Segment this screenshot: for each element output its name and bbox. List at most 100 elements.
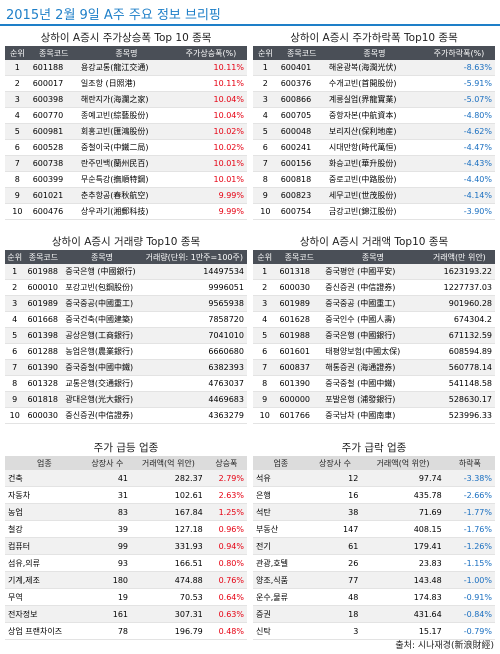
table-cell: 석유 xyxy=(253,470,309,487)
table-cell: 600401 xyxy=(277,60,326,76)
table-cell: 1623193.22 xyxy=(423,264,495,280)
table-cell: 회홍고빈(匯鴻股份) xyxy=(77,123,175,140)
table-cell: 중국은행 (中國銀行) xyxy=(322,327,424,344)
table-cell: 600837 xyxy=(276,359,323,376)
table-cell: 83 xyxy=(83,503,132,521)
table-cell: 435.78 xyxy=(361,486,445,504)
table-row: 6 601601 태평양보험(中國太保) 608594.89 xyxy=(253,343,495,360)
table-cell: 7 xyxy=(253,359,277,376)
table-cell: 601188 xyxy=(29,60,78,76)
column-header: 거래액(만 위안) xyxy=(423,250,495,264)
table-cell: 601766 xyxy=(276,407,323,424)
table-cell: 0.64% xyxy=(205,588,247,606)
table-cell: 600823 xyxy=(277,187,326,204)
table-row: 건축 41 282.37 2.79% xyxy=(5,470,247,487)
table-cell: 8 xyxy=(5,171,30,188)
table-cell: 99 xyxy=(83,537,132,555)
table-cell: 8 xyxy=(253,375,277,392)
table-cell: 공상은행(工商銀行) xyxy=(62,327,142,344)
table-row: 3 600398 해란지가(海瀾之家) 10.04% xyxy=(5,91,247,108)
table-cell: 18 xyxy=(308,605,362,623)
table-cell: 중국건축(中國建築) xyxy=(62,311,142,328)
table-row: 석탄 38 71.69 -1.77% xyxy=(253,503,495,521)
table-cell: 601288 xyxy=(24,343,63,360)
table-cell: -4.80% xyxy=(422,107,495,124)
table-cell: 무역 xyxy=(5,588,84,606)
table-cell: -1.26% xyxy=(444,537,495,555)
column-header: 거래액(억 위안) xyxy=(361,456,445,470)
table-cell: 600000 xyxy=(276,391,323,408)
table-cell: 수개고빈(首開股份) xyxy=(325,75,423,92)
table-cell: 1 xyxy=(253,60,278,76)
table-heading: 주가 급등 업종 xyxy=(93,442,159,454)
table-cell: 93 xyxy=(83,554,132,572)
table-cell: 161 xyxy=(83,605,132,623)
table-cell: 600241 xyxy=(277,139,326,156)
table-row: 7 600837 해통증권 (海通證券) 560778.14 xyxy=(253,359,495,376)
source: 출처: 시나재경(新浪財經) xyxy=(395,641,494,651)
table-cell: -5.07% xyxy=(422,91,495,108)
table-cell: 166.51 xyxy=(131,554,206,572)
table-cell: 601988 xyxy=(276,327,323,344)
table-row: 5 600981 회홍고빈(匯鴻股份) 10.02% xyxy=(5,123,247,140)
table-cell: 61 xyxy=(308,537,362,555)
table-cell: 601390 xyxy=(276,375,323,392)
table-cell: 14497534 xyxy=(141,264,247,280)
data-table: 순위 종목코드 종목명 거래량(단위: 1만주=100주) 1 601988 중국은행 (中… xyxy=(5,250,247,424)
table-cell: 600705 xyxy=(277,107,326,124)
table-block: 상하이 A증시 거래량 Top10 종목 순위 종목코드 종목명 거래량(단위: 1만주… xyxy=(5,234,247,424)
table-row: 농업 83 167.84 1.25% xyxy=(5,503,247,521)
table-cell: 기계,제조 xyxy=(5,571,84,589)
table-cell: 0.76% xyxy=(205,571,247,589)
table-cell: 541148.58 xyxy=(423,375,495,392)
header-row: 순위 종목코드 종목명 주가하락폭(%) xyxy=(253,46,495,60)
table-row: 2 600376 수개고빈(首開股份) -5.91% xyxy=(253,75,495,92)
table-cell: 7 xyxy=(253,155,278,172)
table-cell: 180 xyxy=(83,571,132,589)
table-cell: 춘추항공(春秋航空) xyxy=(77,187,175,204)
table-cell: 282.37 xyxy=(131,470,206,487)
table-cell: 증권 xyxy=(253,605,309,623)
table-cell: 시대만항(時代萬恒) xyxy=(325,139,423,156)
table-cell: 1227737.03 xyxy=(423,279,495,296)
table-cell: -4.62% xyxy=(422,123,495,140)
table-cell: 523996.33 xyxy=(423,407,495,424)
data-table: 업종 상장사 수 거래액(억 위안) 상승폭 건축 41 282.37 2.79% 자동차 31 1… xyxy=(5,456,247,640)
table-cell: -0.79% xyxy=(444,622,495,640)
table-cell: 5 xyxy=(253,123,278,140)
table-cell: 2 xyxy=(5,75,30,92)
table-cell: 중국인수 (中國人壽) xyxy=(322,311,424,328)
column-header: 종목명 xyxy=(62,250,142,264)
table-heading: 상하이 A증시 거래액 Top10 종목 xyxy=(299,236,449,248)
table-row: 8 601390 중국중철 (中國中鐵) 541148.58 xyxy=(253,375,495,392)
table-cell: 9.99% xyxy=(174,187,247,204)
table-cell: 9565938 xyxy=(141,295,247,312)
table-heading: 주가 급락 업종 xyxy=(341,442,407,454)
table-cell: 307.31 xyxy=(131,605,206,623)
table-cell: 중국중철(中國中鐵) xyxy=(62,359,142,376)
table-cell: 농업은행(農業銀行) xyxy=(62,343,142,360)
table-cell: 6 xyxy=(5,343,25,360)
table-cell: 601818 xyxy=(24,391,63,408)
table-row: 10 601766 중국남차 (中國南車) 523996.33 xyxy=(253,407,495,424)
column-header: 거래액(억 위안) xyxy=(131,456,206,470)
table-cell: 자동차 xyxy=(5,486,84,504)
table-cell: -4.47% xyxy=(422,139,495,156)
table-row: 10 600754 금강고빈(錦江股份) -3.90% xyxy=(253,203,495,220)
table-cell: 167.84 xyxy=(131,503,206,521)
table-cell: 9.99% xyxy=(174,203,247,220)
table-row: 1 601188 용강교통(龍江交通) 10.11% xyxy=(5,60,247,76)
table-cell: 중철이국(中鐵二局) xyxy=(77,139,175,156)
table-row: 6 600241 시대만항(時代萬恒) -4.47% xyxy=(253,139,495,156)
table-cell: 78 xyxy=(83,622,132,640)
table-cell: 화승고빈(華升股份) xyxy=(325,155,423,172)
table-cell: 9 xyxy=(5,187,30,204)
table-cell: 901960.28 xyxy=(423,295,495,312)
table-cell: 6 xyxy=(253,139,278,156)
table-cell: 교통은행(交通銀行) xyxy=(62,375,142,392)
table-cell: 408.15 xyxy=(361,520,445,538)
table-row: 관광,호텔 26 23.83 -1.15% xyxy=(253,554,495,572)
table-cell: 10.11% xyxy=(174,60,247,76)
table-cell: 9 xyxy=(5,391,25,408)
table-row: 3 601989 중국중공 (中國重工) 901960.28 xyxy=(253,295,495,312)
